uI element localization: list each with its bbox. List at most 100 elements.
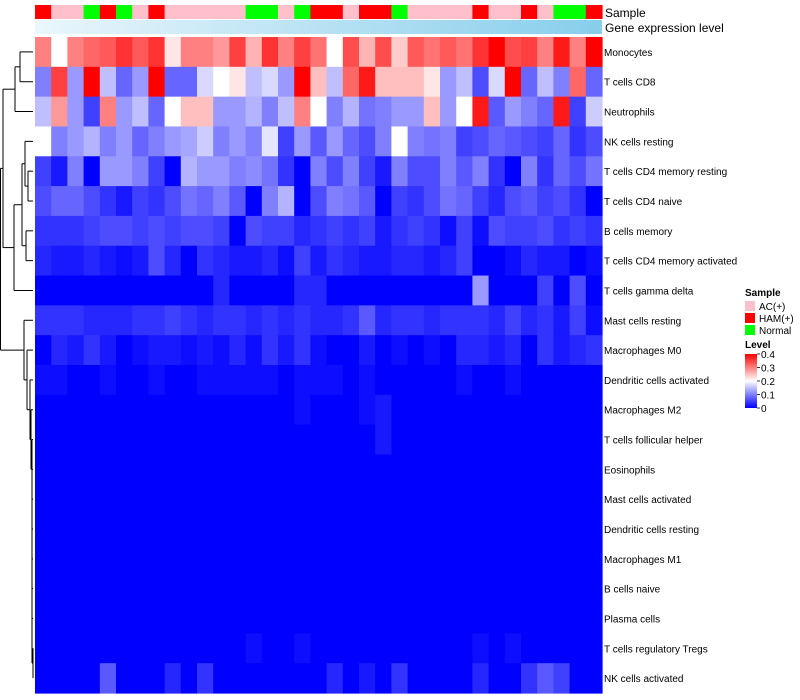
heatmap-cell — [294, 245, 311, 277]
heatmap-cell — [423, 186, 441, 217]
heatmap-cell — [132, 603, 149, 634]
row-label: Macrophages M1 — [604, 555, 682, 566]
heatmap-cell — [116, 156, 133, 187]
heatmap-cell — [423, 514, 441, 545]
heatmap-cell — [51, 603, 68, 634]
heatmap-cell — [553, 394, 571, 426]
heatmap-cell — [504, 275, 522, 306]
heatmap-cell — [278, 424, 295, 456]
heatmap-cell — [391, 424, 409, 456]
row-label: T cells CD8 — [604, 78, 656, 89]
heatmap-cell — [197, 424, 214, 456]
heatmap-cell — [213, 573, 230, 605]
heatmap-cell — [407, 66, 425, 98]
heatmap-cell — [472, 37, 490, 68]
heatmap-cell — [456, 245, 473, 277]
heatmap-cell — [342, 275, 360, 306]
heatmap-cell — [537, 335, 554, 366]
heatmap-cell — [197, 37, 214, 68]
sample-annotation-cell — [148, 5, 166, 19]
sample-annotation-cell — [553, 5, 571, 19]
sample-annotation-cell — [83, 5, 101, 19]
heatmap-cell — [391, 66, 409, 98]
heatmap-cell — [359, 543, 376, 575]
heatmap-cell — [197, 156, 214, 187]
heatmap-cell — [278, 275, 295, 306]
heatmap-cell — [180, 603, 198, 634]
heatmap-cell — [294, 424, 311, 456]
heatmap-cell — [245, 96, 263, 128]
heatmap-cell — [310, 484, 328, 515]
heatmap-cell — [164, 96, 182, 128]
heatmap-cell — [261, 335, 279, 366]
heatmap-cell — [423, 484, 441, 515]
heatmap-cell — [553, 215, 571, 247]
heatmap-cell — [375, 394, 392, 426]
heatmap-cell — [278, 215, 295, 247]
heatmap-cell — [294, 156, 311, 187]
heatmap-cell — [148, 394, 166, 426]
heatmap-cell — [326, 603, 344, 634]
heatmap-cell — [407, 215, 425, 247]
heatmap-cell — [391, 275, 409, 306]
heatmap-cell — [245, 156, 263, 187]
heatmap-cell — [456, 573, 473, 605]
heatmap-cell — [521, 543, 538, 575]
heatmap-cell — [197, 245, 214, 277]
heatmap-cell — [521, 454, 538, 485]
sample-annotation-cell — [488, 5, 506, 19]
heatmap-cell — [180, 454, 198, 485]
heatmap-cell — [197, 603, 214, 634]
heatmap-cell — [261, 96, 279, 128]
heatmap-cell — [375, 215, 392, 247]
heatmap-cell — [310, 573, 328, 605]
heatmap-cell — [132, 365, 149, 396]
heatmap-cell — [197, 543, 214, 575]
heatmap-cell — [553, 603, 571, 634]
heatmap-cell — [261, 126, 279, 157]
heatmap-cell — [245, 394, 263, 426]
heatmap-cell — [99, 126, 117, 157]
heatmap-cell — [51, 484, 68, 515]
heatmap-cell — [342, 156, 360, 187]
heatmap-cell — [472, 365, 490, 396]
heatmap-cell — [132, 245, 149, 277]
heatmap-cell — [294, 305, 311, 336]
heatmap-cell — [51, 663, 68, 694]
row-label: B cells naive — [604, 585, 661, 596]
heatmap-cell — [245, 514, 263, 545]
heatmap-cell — [423, 96, 441, 128]
heatmap-cell — [521, 335, 538, 366]
heatmap-cell — [229, 484, 247, 515]
heatmap-cell — [164, 424, 182, 456]
heatmap-cell — [537, 365, 554, 396]
heatmap-cell — [440, 96, 457, 128]
heatmap-cell — [375, 305, 392, 336]
heatmap-cell — [472, 603, 490, 634]
heatmap-cell — [521, 394, 538, 426]
heatmap-cell — [35, 305, 52, 336]
heatmap-cell — [521, 37, 538, 68]
heatmap-cell — [99, 335, 117, 366]
sample-annotation-cell — [164, 5, 182, 19]
heatmap-cell — [423, 37, 441, 68]
heatmap-cell — [245, 66, 263, 98]
heatmap-cell — [67, 37, 85, 68]
heatmap-cell — [585, 663, 603, 694]
heatmap-cell — [521, 126, 538, 157]
heatmap-cell — [456, 454, 473, 485]
heatmap-cell — [423, 335, 441, 366]
heatmap-cell — [229, 663, 247, 694]
heatmap-cell — [391, 633, 409, 664]
heatmap-cell — [423, 394, 441, 426]
row-label: T cells gamma delta — [604, 286, 694, 297]
heatmap-cell — [132, 394, 149, 426]
level-tick-label: 0 — [761, 404, 767, 415]
heatmap-cell — [537, 543, 554, 575]
heatmap-cell — [116, 365, 133, 396]
heatmap-cell — [132, 156, 149, 187]
heatmap-cell — [553, 245, 571, 277]
heatmap-cell — [148, 275, 166, 306]
heatmap-cell — [148, 215, 166, 247]
heatmap-cell — [67, 156, 85, 187]
